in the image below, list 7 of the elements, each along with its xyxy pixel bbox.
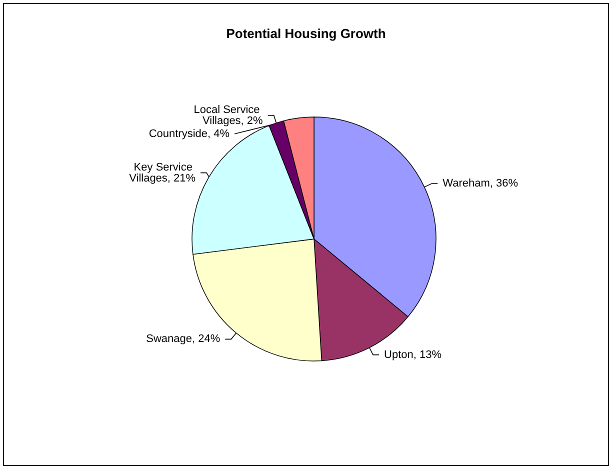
slice-label: Countryside, 4% bbox=[148, 128, 230, 140]
chart-title: Potential Housing Growth bbox=[226, 26, 386, 41]
slice-label: Local Service Villages, 2% bbox=[194, 104, 264, 127]
slice-label: Swanage, 24% bbox=[146, 333, 220, 346]
slice-label: Key Service Villages, 21% bbox=[129, 161, 196, 184]
slice-label: Upton, 13% bbox=[384, 348, 442, 361]
slice-label: Wareham, 36% bbox=[442, 178, 518, 190]
